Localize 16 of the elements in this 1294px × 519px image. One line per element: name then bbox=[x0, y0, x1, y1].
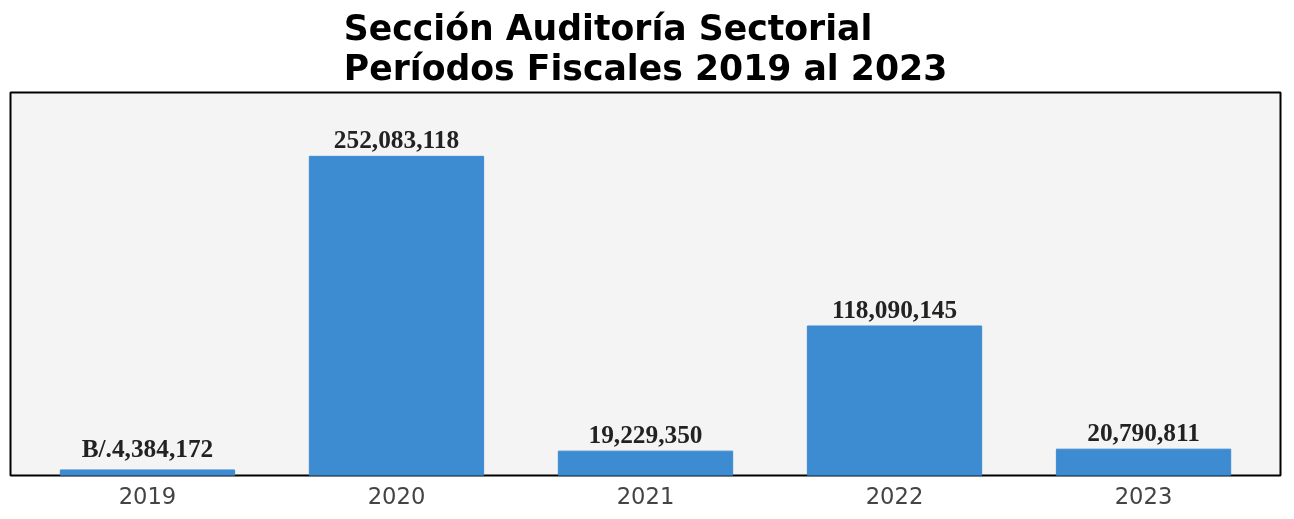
bar bbox=[1055, 448, 1232, 476]
x-tick-label: 2019 bbox=[118, 482, 177, 509]
data-label: 19,229,350 bbox=[588, 420, 703, 449]
x-tick-label: 2022 bbox=[865, 482, 924, 509]
data-label: 20,790,811 bbox=[1087, 418, 1200, 447]
bar bbox=[557, 450, 734, 476]
chart-title: Sección Auditoría Sectorial Períodos Fiscales 2019 al 2023 bbox=[343, 7, 948, 88]
data-label: 252,083,118 bbox=[333, 125, 460, 154]
x-tick-label: 2020 bbox=[367, 482, 426, 509]
x-tick-label: 2021 bbox=[616, 482, 675, 509]
data-label: 118,090,145 bbox=[831, 294, 958, 323]
x-tick-label: 2023 bbox=[1114, 482, 1173, 509]
bar bbox=[59, 469, 236, 476]
bar bbox=[806, 325, 983, 476]
data-label: B/.4,384,172 bbox=[81, 433, 214, 462]
bar bbox=[308, 155, 485, 476]
